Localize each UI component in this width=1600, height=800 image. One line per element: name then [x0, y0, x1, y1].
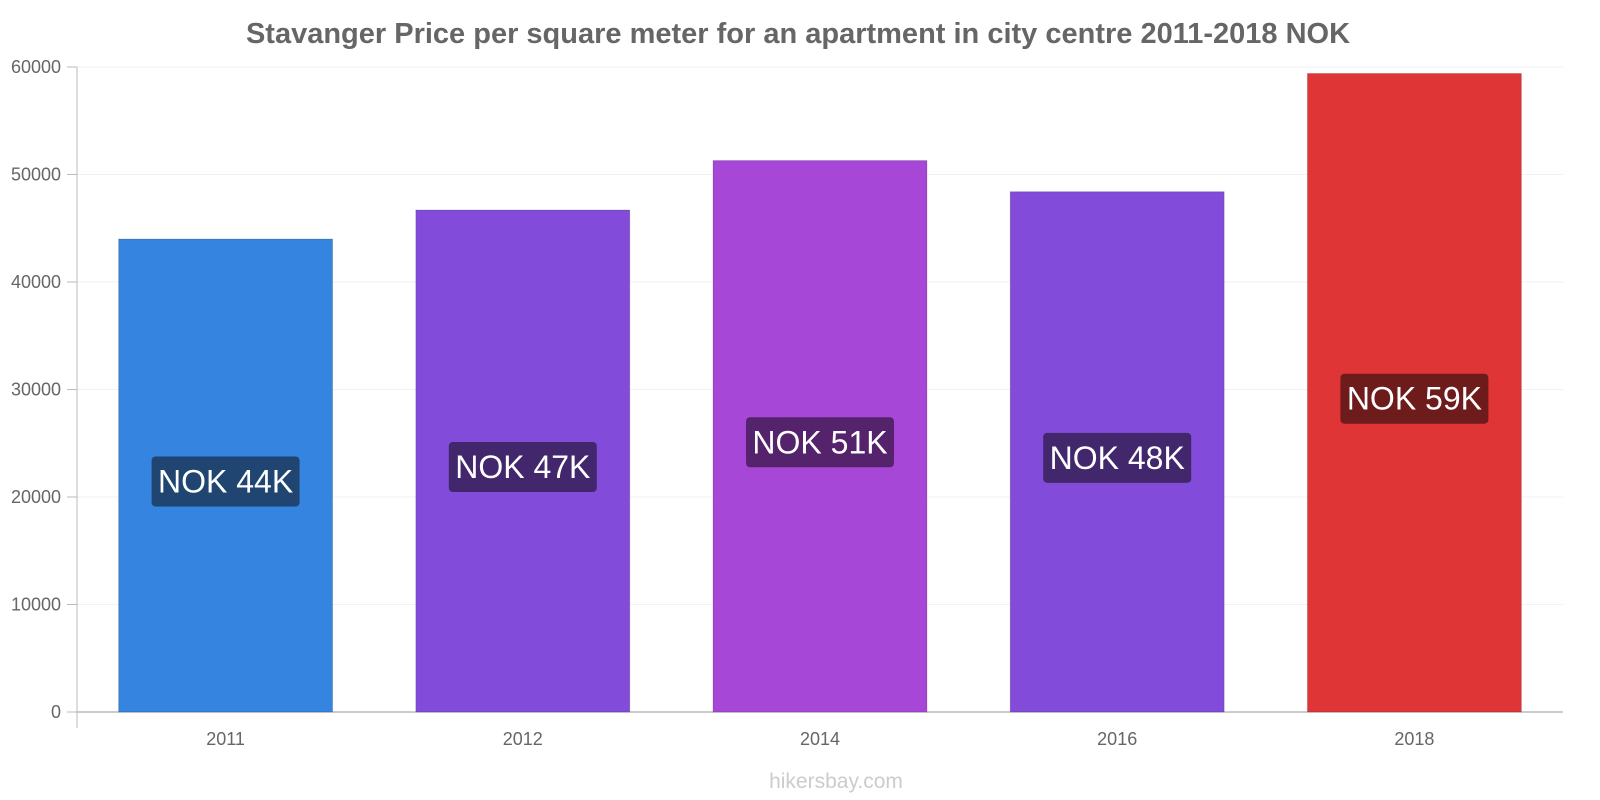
data-label: NOK 59K: [1347, 381, 1482, 417]
x-tick-label: 2014: [800, 729, 840, 749]
x-tick-label: 2011: [206, 729, 245, 749]
data-labels: NOK 44K NOK 47K NOK 51K NOK 48K NOK 59K: [151, 373, 1489, 507]
data-label-background: [1340, 373, 1489, 424]
data-label: NOK 48K: [1050, 440, 1185, 476]
data-label: NOK 44K: [158, 464, 293, 500]
data-label-background: [1043, 432, 1192, 483]
y-tick-label: 50000: [11, 165, 61, 185]
data-label-background: [746, 417, 894, 468]
data-label-background: [448, 441, 597, 492]
data-label: NOK 51K: [752, 424, 887, 460]
x-tick-label: 2012: [503, 729, 543, 749]
y-tick-label: 0: [51, 702, 61, 722]
y-tick-label: 40000: [11, 272, 61, 292]
y-tick-label: 10000: [11, 595, 61, 615]
chart-title: Stavanger Price per square meter for an …: [246, 18, 1350, 50]
bars: [118, 72, 1522, 713]
x-tick-label: 2016: [1097, 729, 1137, 749]
y-tick-label: 20000: [11, 487, 61, 507]
watermark: hikersbay.com: [769, 770, 903, 793]
y-tick-label: 30000: [11, 380, 61, 400]
y-tick-label: 60000: [11, 57, 61, 77]
x-tick-label: 2018: [1394, 729, 1434, 749]
data-label: NOK 47K: [455, 449, 590, 485]
data-label-background: [151, 456, 300, 507]
